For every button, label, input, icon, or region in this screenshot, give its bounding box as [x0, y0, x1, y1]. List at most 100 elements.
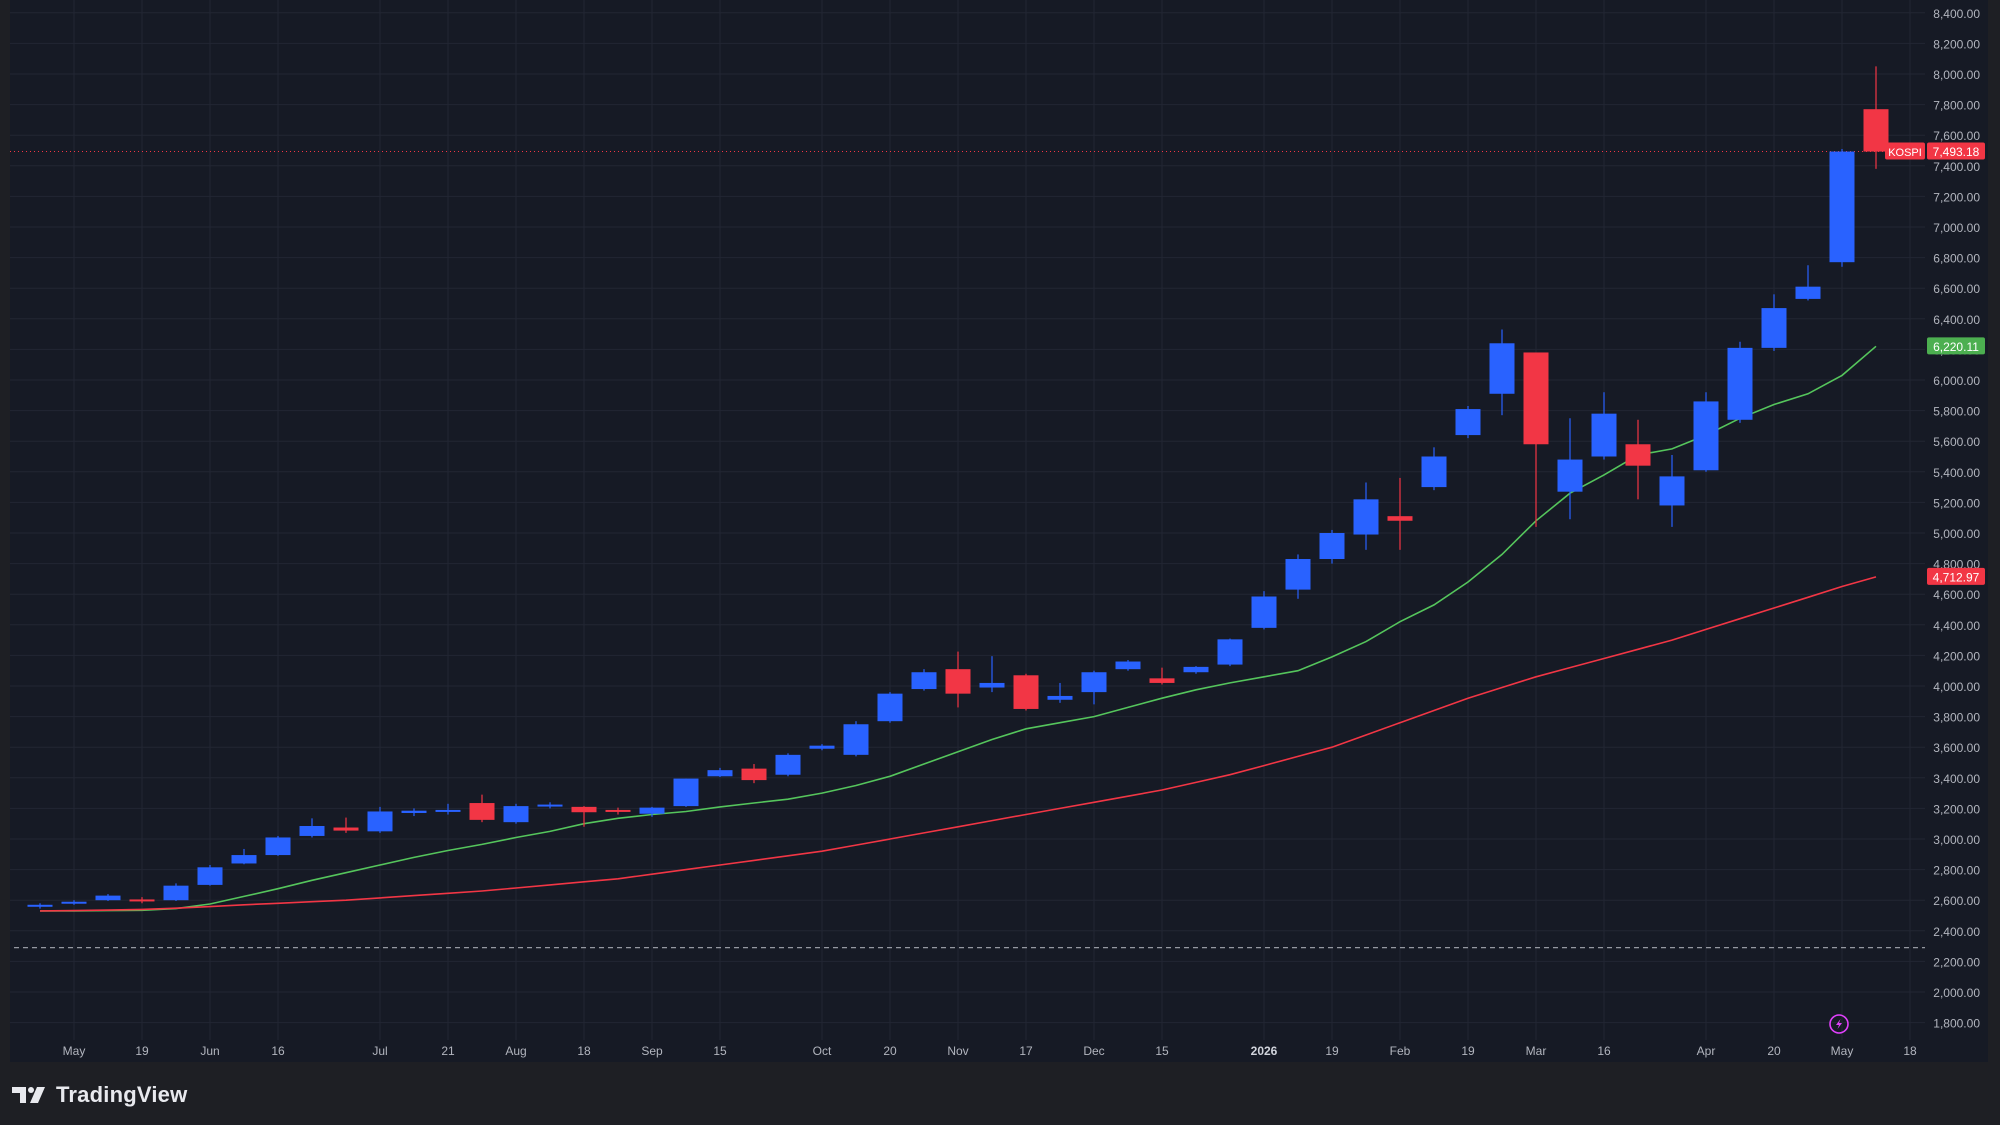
candle[interactable]	[367, 806, 393, 833]
x-tick-label: Mar	[1526, 1044, 1547, 1058]
candle[interactable]	[129, 897, 155, 904]
candle[interactable]	[231, 848, 257, 865]
candle[interactable]	[1625, 419, 1651, 500]
y-tick-label: 8,200.00	[1933, 37, 1980, 51]
events-icon[interactable]	[1829, 1014, 1849, 1034]
candle[interactable]	[605, 807, 631, 815]
candle[interactable]	[809, 744, 835, 751]
candle-body	[1149, 678, 1175, 683]
candle-body	[1421, 456, 1447, 488]
x-tick-label: 20	[1767, 1044, 1781, 1058]
candle[interactable]	[1319, 529, 1345, 564]
candle[interactable]	[1081, 670, 1107, 705]
candle[interactable]	[877, 692, 903, 723]
candle[interactable]	[1659, 454, 1685, 527]
candle[interactable]	[1251, 591, 1277, 630]
moving-average-slow-line	[39, 576, 1877, 912]
candle[interactable]	[1829, 148, 1855, 267]
candle[interactable]	[1217, 638, 1243, 667]
plot-background	[10, 0, 1988, 1062]
candle[interactable]	[197, 865, 223, 886]
candle[interactable]	[333, 817, 359, 833]
candle[interactable]	[741, 764, 767, 784]
x-tick-label: 20	[883, 1044, 897, 1058]
candle[interactable]	[537, 802, 563, 809]
chart-frame[interactable]: 8,400.00 8,200.00 8,000.00 7,800.00 7,600.00…	[0, 0, 2000, 1065]
candle-body	[1659, 476, 1685, 506]
candle[interactable]	[911, 669, 937, 691]
symbol-tag: KOSPI	[1885, 142, 1925, 160]
candle[interactable]	[503, 803, 529, 824]
candle[interactable]	[1047, 682, 1073, 703]
candle-body	[129, 899, 155, 902]
candle-body	[265, 837, 291, 856]
candle[interactable]	[673, 778, 699, 807]
candle[interactable]	[843, 721, 869, 757]
candle-body	[469, 803, 495, 820]
x-tick-label: 18	[1903, 1044, 1917, 1058]
candle[interactable]	[707, 767, 733, 778]
candle[interactable]	[401, 808, 427, 817]
candle[interactable]	[1523, 352, 1549, 527]
candle-body	[1013, 675, 1039, 709]
x-tick-label: Aug	[505, 1044, 526, 1058]
candle[interactable]	[163, 883, 189, 901]
candle[interactable]	[775, 753, 801, 777]
candle-body	[537, 804, 563, 807]
y-tick-label: 2,800.00	[1933, 864, 1980, 878]
candle[interactable]	[1591, 392, 1617, 460]
x-tick-label: 16	[271, 1044, 285, 1058]
candle[interactable]	[299, 818, 325, 838]
candle[interactable]	[979, 656, 1005, 693]
x-tick-label: May	[1831, 1044, 1854, 1058]
time-axis-panel[interactable]	[10, 1040, 1925, 1062]
x-tick-label: Nov	[947, 1044, 968, 1058]
candle[interactable]	[1149, 667, 1175, 685]
candle[interactable]	[95, 894, 121, 901]
candle[interactable]	[1795, 265, 1821, 301]
candle[interactable]	[1693, 392, 1719, 472]
candle-body	[1727, 347, 1753, 420]
candle[interactable]	[1455, 406, 1481, 439]
x-tick-label: 19	[135, 1044, 149, 1058]
tradingview-logo[interactable]: TradingView	[12, 1079, 187, 1111]
x-tick-label: Jul	[372, 1044, 387, 1058]
price-axis-panel[interactable]	[1925, 0, 1988, 1062]
candle[interactable]	[1863, 66, 1889, 169]
y-tick-label: 5,600.00	[1933, 435, 1980, 449]
candle[interactable]	[1489, 329, 1515, 416]
candle[interactable]	[1183, 666, 1209, 674]
candle[interactable]	[27, 903, 53, 909]
x-tick-label: Oct	[813, 1044, 832, 1058]
candle[interactable]	[571, 806, 597, 827]
candle[interactable]	[1557, 418, 1583, 520]
y-tick-label: 5,400.00	[1933, 466, 1980, 480]
y-tick-label: 1,800.00	[1933, 1017, 1980, 1031]
candle-layer	[27, 66, 1889, 909]
candle-body	[1863, 109, 1889, 152]
candle[interactable]	[469, 794, 495, 823]
ma-slow-label-box	[1927, 567, 1985, 585]
candle[interactable]	[265, 835, 291, 856]
candle[interactable]	[1421, 447, 1447, 491]
y-tick-label: 7,800.00	[1933, 99, 1980, 113]
candle[interactable]	[1285, 554, 1311, 599]
candle[interactable]	[1353, 482, 1379, 550]
candle[interactable]	[61, 900, 87, 905]
ma-slow-label-text: 4,712.97	[1933, 570, 1980, 584]
price-chart[interactable]: 8,400.00 8,200.00 8,000.00 7,800.00 7,600.00…	[0, 0, 2000, 1065]
candle-body	[945, 669, 971, 694]
candle[interactable]	[1387, 477, 1413, 550]
candle[interactable]	[945, 651, 971, 708]
candle[interactable]	[1727, 341, 1753, 423]
candle[interactable]	[1013, 673, 1039, 711]
candle-body	[61, 901, 87, 904]
candle[interactable]	[1761, 294, 1787, 351]
candle[interactable]	[435, 803, 461, 815]
candle[interactable]	[639, 806, 665, 817]
symbol-tag-text: KOSPI	[1888, 147, 1922, 159]
x-tick-label: 17	[1019, 1044, 1033, 1058]
candle[interactable]	[1115, 659, 1141, 671]
x-tick-label: Jun	[200, 1044, 219, 1058]
candle-body	[333, 827, 359, 831]
